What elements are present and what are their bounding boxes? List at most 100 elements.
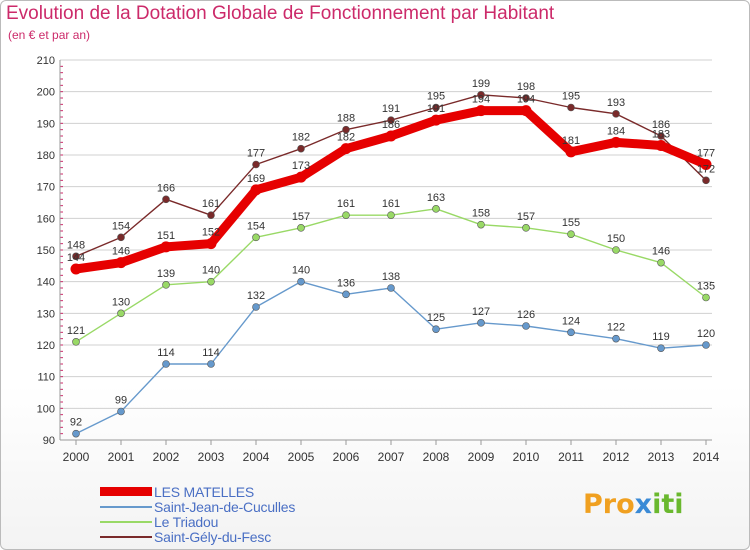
legend-swatch bbox=[100, 535, 152, 538]
data-label: 146 bbox=[652, 246, 670, 258]
data-point bbox=[432, 103, 440, 112]
data-label: 195 bbox=[562, 91, 580, 103]
data-label: 132 bbox=[247, 290, 265, 302]
data-label: 193 bbox=[607, 97, 625, 109]
data-label: 130 bbox=[112, 296, 130, 308]
data-point bbox=[72, 338, 80, 346]
data-label: 194 bbox=[472, 94, 490, 106]
data-label: 121 bbox=[67, 325, 85, 337]
data-label: 199 bbox=[472, 78, 490, 90]
y-tick-label: 120 bbox=[37, 340, 55, 352]
data-label: 139 bbox=[157, 268, 175, 280]
data-point bbox=[475, 105, 487, 117]
logo-letters: iti bbox=[652, 489, 684, 520]
data-label: 126 bbox=[517, 309, 535, 321]
data-label: 191 bbox=[427, 103, 445, 115]
data-point bbox=[522, 94, 530, 102]
data-point bbox=[612, 334, 620, 343]
legend-label: Saint-Jean-de-Cuculles bbox=[154, 498, 296, 515]
data-point bbox=[567, 328, 575, 337]
legend-item: LES MATELLES bbox=[100, 484, 295, 500]
y-tick-label: 200 bbox=[37, 87, 55, 99]
data-label: 183 bbox=[652, 129, 670, 141]
x-tick-label: 2001 bbox=[108, 450, 135, 464]
data-label: 120 bbox=[697, 328, 715, 340]
data-point bbox=[702, 176, 710, 185]
data-label: 136 bbox=[337, 277, 355, 289]
y-tick-label: 140 bbox=[37, 277, 55, 289]
data-label: 135 bbox=[697, 281, 715, 293]
data-label: 114 bbox=[157, 347, 175, 359]
data-label: 124 bbox=[562, 315, 580, 327]
data-point bbox=[387, 116, 395, 124]
data-point bbox=[565, 146, 577, 158]
data-point bbox=[297, 224, 305, 232]
x-tick-label: 2007 bbox=[378, 450, 405, 464]
data-label: 122 bbox=[607, 322, 625, 334]
data-point bbox=[385, 130, 397, 142]
legend-swatch bbox=[100, 520, 152, 523]
data-point bbox=[207, 360, 215, 368]
data-point bbox=[117, 309, 125, 318]
data-label: 173 bbox=[292, 160, 310, 172]
data-label: 148 bbox=[67, 239, 85, 251]
data-point bbox=[657, 132, 665, 140]
x-tick-label: 2013 bbox=[648, 450, 675, 464]
data-label: 138 bbox=[382, 271, 400, 283]
data-point bbox=[252, 160, 260, 169]
data-label: 150 bbox=[607, 233, 625, 245]
legend-item: Saint-Gély-du-Fesc bbox=[100, 529, 295, 545]
y-tick-label: 100 bbox=[37, 403, 55, 415]
y-tick-label: 90 bbox=[43, 435, 55, 447]
data-point bbox=[610, 136, 622, 148]
data-point bbox=[387, 284, 395, 292]
data-point bbox=[700, 159, 712, 170]
data-point bbox=[702, 293, 710, 302]
legend: LES MATELLES Saint-Jean-de-Cuculles Le Tri… bbox=[100, 484, 296, 545]
logo-letters: Pro bbox=[583, 489, 635, 520]
legend-swatch bbox=[100, 487, 152, 496]
data-label: 157 bbox=[517, 211, 535, 223]
data-label: 119 bbox=[652, 331, 670, 343]
data-point bbox=[612, 110, 620, 118]
data-point bbox=[520, 105, 532, 117]
data-label: 186 bbox=[652, 119, 670, 131]
legend-swatch bbox=[100, 505, 152, 508]
data-point bbox=[432, 325, 440, 333]
data-point bbox=[477, 220, 485, 229]
x-tick-label: 2004 bbox=[243, 450, 270, 464]
data-point bbox=[477, 319, 485, 327]
data-label: 181 bbox=[562, 135, 580, 147]
data-point bbox=[162, 195, 170, 204]
data-label: 144 bbox=[67, 252, 85, 264]
data-point bbox=[72, 252, 80, 261]
x-tick-label: 2010 bbox=[513, 450, 540, 464]
data-label: 186 bbox=[382, 119, 400, 131]
data-point bbox=[432, 205, 440, 213]
data-point bbox=[117, 233, 125, 242]
data-point bbox=[70, 263, 82, 275]
data-point bbox=[387, 211, 395, 219]
logo-letters: x bbox=[634, 489, 653, 520]
data-label: 158 bbox=[472, 208, 490, 220]
data-label: 195 bbox=[427, 91, 445, 103]
data-label: 198 bbox=[517, 81, 535, 93]
y-tick-label: 180 bbox=[37, 150, 55, 162]
y-tick-label: 110 bbox=[37, 372, 55, 384]
data-point bbox=[342, 125, 350, 134]
y-tick-label: 150 bbox=[37, 245, 55, 257]
data-point bbox=[162, 281, 170, 289]
y-tick-label: 170 bbox=[37, 182, 55, 194]
data-label: 151 bbox=[157, 230, 175, 242]
data-label: 161 bbox=[202, 198, 220, 210]
y-tick-label: 130 bbox=[37, 308, 55, 320]
data-point bbox=[522, 224, 530, 232]
data-point bbox=[567, 230, 575, 238]
x-tick-label: 2000 bbox=[63, 450, 90, 464]
chart-subtitle: (en € et par an) bbox=[8, 28, 91, 42]
data-point bbox=[477, 91, 485, 99]
data-point bbox=[252, 233, 260, 242]
data-label: 140 bbox=[202, 265, 220, 277]
y-tick-label: 190 bbox=[37, 118, 55, 130]
